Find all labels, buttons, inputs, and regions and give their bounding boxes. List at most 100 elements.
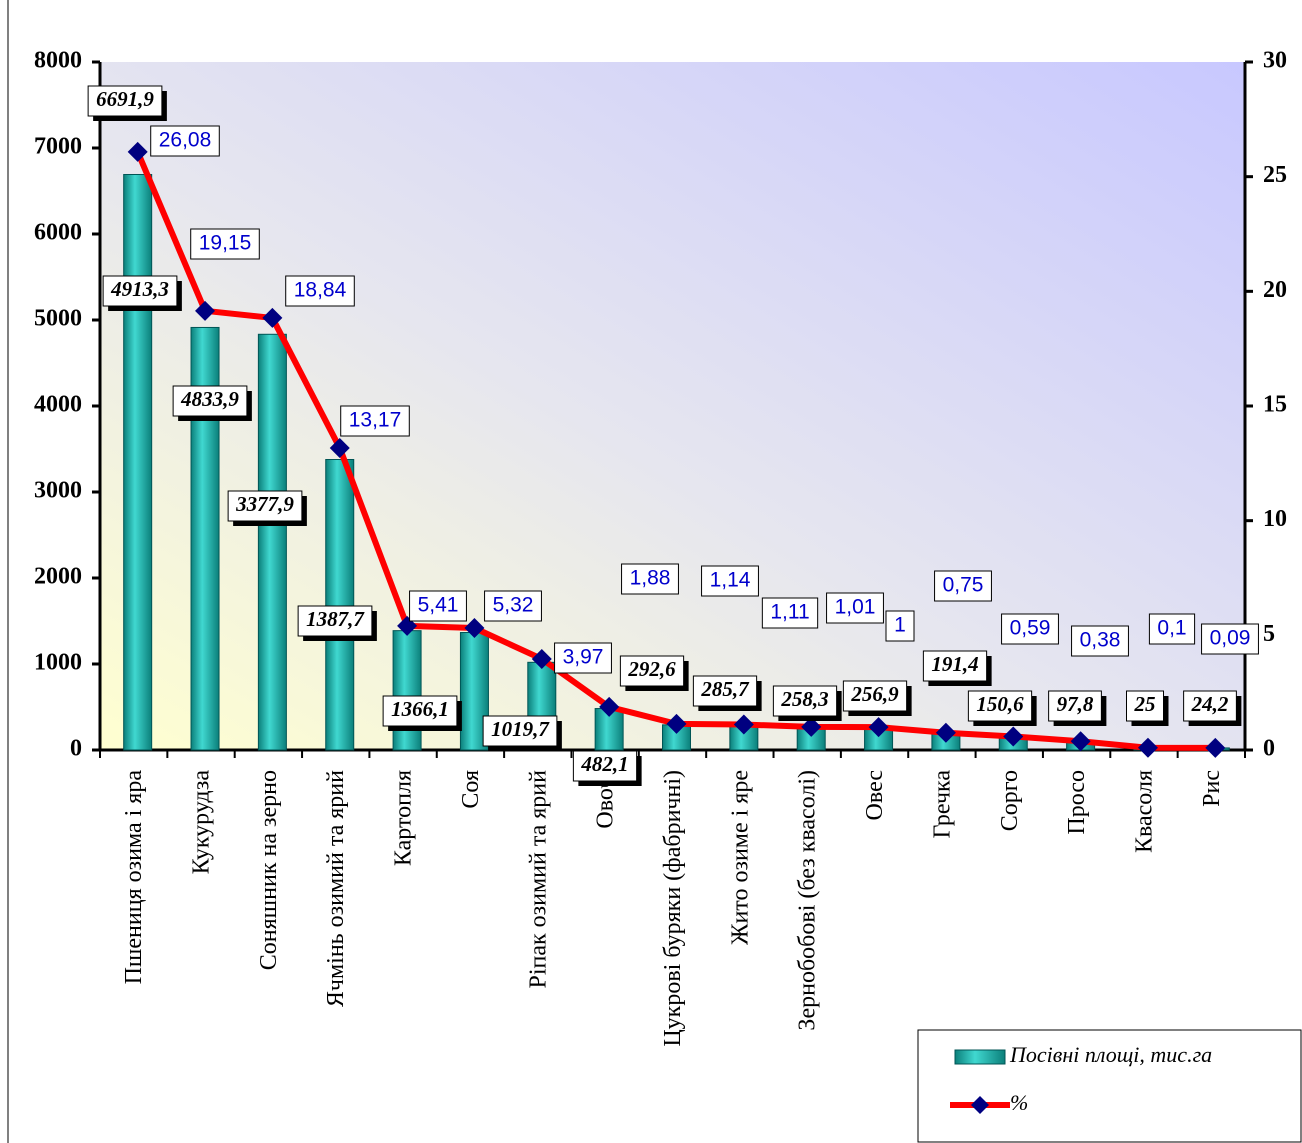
label-box — [621, 563, 679, 595]
y-tick-label: 4000 — [34, 392, 82, 418]
data-label-group: 0,1 — [1148, 613, 1196, 645]
marker — [1205, 737, 1226, 758]
data-label: 1019,7 — [491, 717, 550, 741]
data-label-group: 1366,1 — [382, 695, 462, 731]
data-label: 0,75 — [943, 574, 984, 597]
legend-label: Посівні площі, тис.га — [1009, 1042, 1212, 1067]
data-label-group: 285,7 — [692, 675, 762, 711]
label-box — [826, 592, 884, 624]
data-label: 5,41 — [418, 594, 459, 617]
x-tick-label: Соняшник на зерно — [256, 770, 282, 970]
label-box — [409, 590, 467, 622]
data-label-group: 4833,9 — [172, 385, 252, 421]
marker — [935, 722, 956, 743]
data-label: 1,14 — [710, 569, 751, 592]
data-label-group: 26,08 — [150, 125, 220, 157]
data-label: 1366,1 — [391, 697, 449, 721]
label-box — [340, 405, 410, 437]
x-tick-label: Сорго — [997, 770, 1023, 831]
label-box — [692, 675, 758, 707]
y-tick-label: 2000 — [34, 564, 82, 590]
marker — [1003, 726, 1024, 747]
data-label-group: 24,2 — [1183, 690, 1242, 726]
label-box — [842, 680, 908, 712]
x-tick-label: Кукурудза — [189, 770, 215, 875]
data-label: 25 — [1134, 692, 1156, 716]
y-tick-label: 5000 — [34, 306, 82, 332]
data-label-group: 1387,7 — [297, 605, 377, 641]
data-label-group: 3,97 — [554, 642, 612, 674]
marker — [464, 617, 485, 638]
x-tick-label: Пшениця озима і яра — [121, 770, 147, 985]
data-label-group: 97,8 — [1048, 690, 1107, 726]
data-label-group: 13,17 — [340, 405, 410, 437]
data-label: 0,1 — [1157, 617, 1186, 640]
data-label-group: 25 — [1126, 690, 1169, 726]
label-box — [554, 642, 612, 674]
data-label: 258,3 — [780, 687, 828, 711]
data-label: 13,17 — [349, 409, 402, 432]
bar — [392, 630, 422, 751]
x-tick-label: Жито озиме і яре — [727, 770, 753, 945]
label-box — [1148, 613, 1196, 645]
marker — [666, 713, 687, 734]
data-label-group: 1,88 — [621, 563, 679, 595]
data-label-group: 1 — [885, 610, 915, 642]
label-box — [172, 385, 248, 417]
data-label-group: 150,6 — [967, 690, 1037, 726]
data-label: 5,32 — [493, 594, 534, 617]
marker — [329, 437, 350, 458]
data-label: 256,9 — [850, 682, 899, 706]
label-box — [1201, 623, 1259, 655]
marker — [1070, 731, 1091, 752]
legend-box — [917, 1029, 1302, 1143]
y-tick-label: 6000 — [34, 220, 82, 246]
data-label-group: 5,41 — [409, 590, 467, 622]
marker — [262, 307, 283, 328]
label-box — [922, 650, 988, 682]
data-label-group: 6691,9 — [87, 85, 167, 121]
y-tick-label: 3000 — [34, 478, 82, 504]
data-label-group: 256,9 — [842, 680, 912, 716]
data-label: 3377,9 — [235, 492, 294, 516]
label-box — [701, 565, 759, 597]
data-label-group: 292,6 — [619, 655, 689, 691]
label-box — [619, 655, 685, 687]
data-label: 18,84 — [294, 279, 347, 302]
legend: Посівні площі, тис.га% — [917, 1029, 1302, 1143]
marker — [127, 141, 148, 162]
marker — [531, 648, 552, 669]
data-label-group: 4913,3 — [102, 275, 182, 311]
label-box — [482, 715, 558, 747]
label-box — [572, 750, 638, 782]
x-tick-label: Ячмінь озимий та ярий — [323, 770, 349, 1007]
label-box — [382, 695, 458, 727]
data-label: 0,09 — [1210, 627, 1251, 650]
data-label-group: 191,4 — [922, 650, 992, 686]
marker — [599, 696, 620, 717]
data-label-group: 18,84 — [285, 275, 355, 307]
data-label-group: 3377,9 — [227, 490, 307, 526]
data-label: 6691,9 — [96, 87, 154, 111]
label-box — [484, 590, 542, 622]
label-box — [1183, 690, 1237, 722]
label-box — [967, 690, 1033, 722]
x-tick-label: Цукрові буряки (фабричні) — [660, 770, 686, 1047]
label-box — [285, 275, 355, 307]
x-tick-label: Соя — [458, 770, 484, 809]
data-label-group: 0,75 — [934, 570, 992, 602]
data-label: 1,11 — [770, 601, 809, 624]
label-box — [1126, 690, 1164, 722]
y2-tick-label: 20 — [1263, 277, 1287, 303]
x-tick-label: Квасоля — [1131, 770, 1157, 853]
y-tick-label: 1000 — [34, 650, 82, 676]
label-box — [885, 610, 915, 642]
data-label: 482,1 — [580, 752, 628, 776]
marker — [195, 300, 216, 321]
label-box — [772, 685, 838, 717]
marker — [801, 716, 822, 737]
marker — [868, 717, 889, 738]
label-box — [102, 275, 178, 307]
data-label: 4913,3 — [110, 277, 169, 301]
